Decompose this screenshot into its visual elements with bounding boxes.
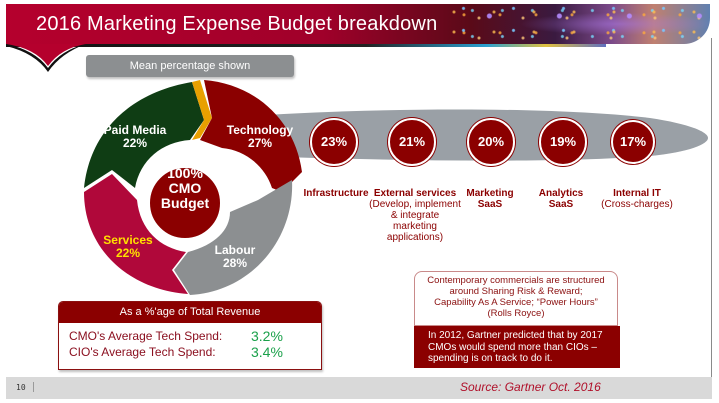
banner-image [446, 4, 710, 44]
segment-label-paid-media: Paid Media 22% [100, 124, 170, 150]
page-separator [33, 382, 34, 392]
label-title: Analytics [538, 188, 584, 199]
cmo-tech-spend-label: CMO's Average Tech Spend: [69, 329, 223, 343]
breakdown-circle-internal-it: 17% [611, 120, 655, 164]
breakdown-circle-infrastructure: 23% [310, 118, 358, 166]
budget-donut-chart [84, 80, 302, 295]
slide-title: 2016 Marketing Expense Budget breakdown [36, 13, 438, 35]
segment-name: Technology [226, 123, 294, 137]
breakdown-label-external-services: External services (Develop, implement & … [368, 188, 462, 243]
breakdown-label-analytics-saas: Analytics SaaS [533, 188, 589, 210]
label-title-2: SaaS [477, 199, 503, 210]
prediction-line: CMOs would spend more than CIOs – [428, 341, 597, 353]
note-line: Capability As A Service; “Power Hours” [434, 297, 598, 308]
note-line: Contemporary commercials are structured [427, 275, 605, 286]
mean-percentage-badge: Mean percentage shown [86, 55, 294, 77]
center-line-1: 100% [167, 165, 203, 181]
slide-border [711, 38, 712, 390]
breakdown-circle-analytics-saas: 19% [539, 118, 587, 166]
cio-tech-spend-label: CIO's Average Tech Spend: [69, 345, 216, 359]
donut-segment-services [84, 174, 188, 294]
cio-tech-spend-value: 3.4% [251, 344, 283, 360]
revenue-box-heading: As a %'age of Total Revenue [59, 302, 321, 323]
label-title: Infrastructure [303, 188, 369, 199]
center-line-3: Budget [160, 195, 210, 211]
page-number: 10 [16, 383, 26, 392]
segment-label-labour: Labour 28% [205, 244, 265, 270]
segment-label-services: Services 22% [98, 234, 158, 260]
segment-value: 22% [122, 136, 148, 150]
commercials-box: Contemporary commercials are structured … [414, 271, 620, 368]
segment-name: Services [103, 233, 153, 247]
segment-value: 28% [222, 256, 248, 270]
donut-divider-chevron [192, 80, 212, 140]
donut-center-label: 100% CMO Budget [141, 166, 229, 211]
label-title-2: SaaS [548, 199, 574, 210]
label-sub: applications) [386, 232, 444, 243]
label-sub: (Cross-charges) [601, 199, 673, 210]
breakdown-circle-external-services: 21% [388, 118, 436, 166]
segment-name: Labour [214, 243, 256, 257]
slide-footer: 10 Source: Gartner Oct. 2016 [6, 377, 712, 399]
donut-segment-paid-media [84, 82, 204, 188]
commercials-note: Contemporary commercials are structured … [414, 271, 618, 326]
segment-value: 22% [115, 246, 141, 260]
label-title: Internal IT [613, 188, 661, 199]
note-line: (Rolls Royce) [487, 308, 545, 319]
breakdown-label-infrastructure: Infrastructure [296, 188, 376, 199]
cmo-tech-spend-value: 3.2% [251, 328, 283, 344]
label-title: External services [373, 188, 457, 199]
prediction-line: In 2012, Gartner predicted that by 2017 [428, 330, 603, 341]
breakdown-label-internal-it: Internal IT (Cross-charges) [596, 188, 678, 210]
banner-notch [6, 44, 86, 72]
breakdown-circle-marketing-saas: 20% [467, 118, 515, 166]
center-line-2: CMO [168, 180, 202, 196]
segment-label-technology: Technology 27% [222, 124, 298, 150]
donut-segment-technology [200, 80, 302, 192]
gartner-prediction-note: In 2012, Gartner predicted that by 2017 … [414, 326, 620, 368]
source-citation: Source: Gartner Oct. 2016 [460, 380, 601, 394]
breakdown-label-marketing-saas: Marketing SaaS [462, 188, 518, 210]
banner-underline [6, 44, 606, 47]
segment-value: 27% [247, 136, 273, 150]
segment-name: Paid Media [103, 123, 167, 137]
note-line: around Sharing Risk & Reward; [449, 286, 583, 297]
revenue-box: As a %'age of Total Revenue CMO's Averag… [58, 301, 322, 370]
prediction-line: spending is on track to do it. [428, 353, 553, 364]
label-sub: (Develop, implement [369, 199, 461, 210]
donut-segment-labour [174, 180, 293, 295]
label-sub: & integrate marketing [390, 210, 440, 232]
label-title: Marketing [466, 188, 514, 199]
title-banner: 2016 Marketing Expense Budget breakdown [6, 4, 710, 44]
